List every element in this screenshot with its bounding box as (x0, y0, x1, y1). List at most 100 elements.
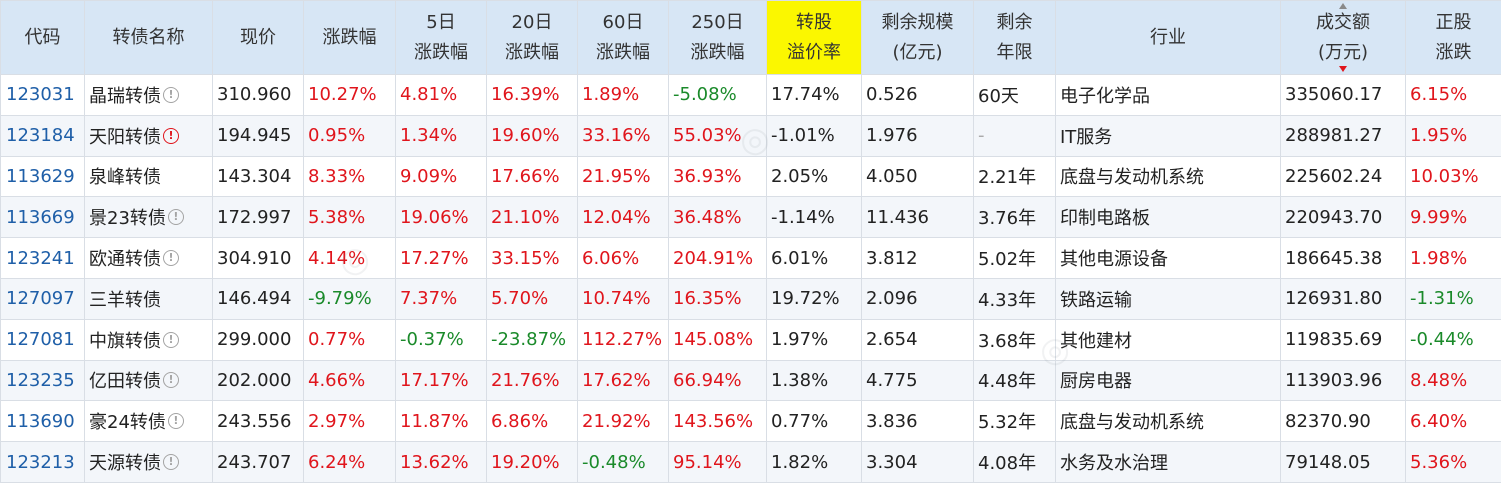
info-icon[interactable]: ! (163, 331, 179, 348)
price-cell: 304.910 (212, 237, 304, 279)
table-row[interactable]: 123235 亿田转债! 202.000 4.66% 17.17% 21.76% 17.62… (0, 359, 1501, 402)
name-cell: 天阳转债! (84, 114, 213, 157)
header-chg250[interactable]: 250日 涨跌幅 (668, 0, 767, 75)
header-chg[interactable]: 涨跌幅 (303, 0, 396, 75)
chg5-cell: 11.87% (395, 400, 487, 443)
header-stock-line1: 正股 (1435, 11, 1472, 33)
header-premium-line2: 溢价率 (787, 41, 841, 63)
header-scale[interactable]: 剩余规模 (亿元) (861, 0, 974, 75)
years-cell: 5.02年 (973, 237, 1056, 279)
amount-cell: 126931.80 (1280, 277, 1406, 320)
header-chg5[interactable]: 5日 涨跌幅 (395, 0, 487, 75)
info-icon[interactable]: ! (163, 454, 179, 471)
header-chg20-line1: 20日 (511, 11, 553, 33)
premium-cell: 0.77% (766, 400, 862, 443)
amount-cell: 119835.69 (1280, 318, 1406, 361)
table-row[interactable]: 113669 景23转债! 172.997 5.38% 19.06% 21.10% 12.0… (0, 196, 1501, 239)
premium-cell: 1.82% (766, 441, 862, 483)
header-years[interactable]: 剩余 年限 (973, 0, 1056, 75)
table-row[interactable]: 127097 三羊转债 146.494 -9.79% 7.37% 5.70% 10.74% 1… (0, 277, 1501, 320)
info-icon[interactable]: ! (163, 86, 179, 103)
chg5-cell: 7.37% (395, 277, 487, 320)
header-price[interactable]: 现价 (212, 0, 304, 75)
header-stock-line2: 涨跌 (1435, 41, 1472, 63)
stock-cell: -1.31% (1405, 277, 1501, 320)
header-premium[interactable]: 转股 溢价率 (766, 0, 862, 75)
table-row[interactable]: 127081 中旗转债! 299.000 0.77% -0.37% -23.87% 112.… (0, 318, 1501, 361)
code-cell[interactable]: 127097 (0, 277, 85, 320)
name-cell: 泉峰转债 (84, 155, 213, 198)
header-chg5-line1: 5日 (426, 11, 456, 33)
code-cell[interactable]: 113669 (0, 196, 85, 239)
scale-cell: 0.526 (861, 74, 974, 116)
code-cell[interactable]: 113690 (0, 400, 85, 443)
bond-name: 三羊转债 (89, 289, 161, 311)
industry-cell: 水务及水治理 (1055, 441, 1281, 483)
scale-cell: 2.096 (861, 277, 974, 320)
code-cell[interactable]: 123241 (0, 237, 85, 279)
amount-cell: 186645.38 (1280, 237, 1406, 279)
code-cell[interactable]: 123235 (0, 359, 85, 402)
chg60-cell: 33.16% (577, 114, 669, 157)
header-name[interactable]: 转债名称 (84, 0, 213, 75)
table-row[interactable]: 113629 泉峰转债 143.304 8.33% 9.09% 17.66% 21.95% 3… (0, 155, 1501, 198)
chg20-cell: 17.66% (486, 155, 578, 198)
scale-cell: 3.304 (861, 441, 974, 483)
chg20-cell: 21.10% (486, 196, 578, 239)
name-cell: 晶瑞转债! (84, 74, 213, 116)
info-icon[interactable]: ! (163, 372, 179, 389)
price-cell: 146.494 (212, 277, 304, 320)
header-amount[interactable]: 成交额 (万元) (1280, 0, 1406, 75)
amount-cell: 79148.05 (1280, 441, 1406, 483)
header-scale-line2: (亿元) (892, 41, 943, 63)
code-cell[interactable]: 123213 (0, 441, 85, 483)
header-chg20-line2: 涨跌幅 (505, 41, 559, 63)
header-chg60-line1: 60日 (602, 11, 644, 33)
table-row[interactable]: 123213 天源转债! 243.707 6.24% 13.62% 19.20% -0.48… (0, 441, 1501, 483)
info-icon[interactable]: ! (167, 413, 184, 430)
chg5-cell: 13.62% (395, 441, 487, 483)
code-cell[interactable]: 127081 (0, 318, 85, 361)
header-code[interactable]: 代码 (0, 0, 85, 75)
name-cell: 中旗转债! (84, 318, 213, 361)
industry-cell: 其他电源设备 (1055, 237, 1281, 279)
chg250-cell: 36.93% (668, 155, 767, 198)
amount-cell: 113903.96 (1280, 359, 1406, 402)
price-cell: 243.556 (212, 400, 304, 443)
price-cell: 172.997 (212, 196, 304, 239)
years-cell: 2.21年 (973, 155, 1056, 198)
premium-cell: 19.72% (766, 277, 862, 320)
stock-cell: 9.99% (1405, 196, 1501, 239)
code-cell[interactable]: 123031 (0, 74, 85, 116)
table-row[interactable]: 113690 豪24转债! 243.556 2.97% 11.87% 6.86% 21.92… (0, 400, 1501, 443)
chg-cell: 10.27% (303, 74, 396, 116)
code-cell[interactable]: 113629 (0, 155, 85, 198)
chg5-cell: 17.17% (395, 359, 487, 402)
bond-name: 天源转债 (89, 453, 161, 475)
header-stock[interactable]: 正股 涨跌 (1405, 0, 1501, 75)
name-cell: 欧通转债! (84, 237, 213, 279)
info-icon[interactable]: ! (167, 209, 184, 226)
info-icon[interactable]: ! (163, 250, 179, 267)
header-chg250-line2: 涨跌幅 (690, 41, 745, 63)
table-row[interactable]: 123031 晶瑞转债! 310.960 10.27% 4.81% 16.39% 1.89%… (0, 74, 1501, 116)
amount-cell: 82370.90 (1280, 400, 1406, 443)
header-chg-label: 涨跌幅 (322, 26, 377, 48)
table-row[interactable]: 123184 天阳转债! 194.945 0.95% 1.34% 19.60% 33.16%… (0, 114, 1501, 157)
warning-icon[interactable]: ! (163, 127, 179, 144)
years-cell: 5.32年 (973, 400, 1056, 443)
stock-cell: 5.36% (1405, 441, 1501, 483)
premium-cell: 1.38% (766, 359, 862, 402)
bond-name: 天阳转债 (89, 126, 161, 148)
code-cell[interactable]: 123184 (0, 114, 85, 157)
years-cell: 3.76年 (973, 196, 1056, 239)
chg-cell: 0.95% (303, 114, 396, 157)
sort-asc-icon[interactable] (1339, 3, 1347, 9)
header-chg60[interactable]: 60日 涨跌幅 (577, 0, 669, 75)
sort-desc-icon[interactable] (1339, 66, 1347, 72)
chg-cell: 2.97% (303, 400, 396, 443)
header-industry[interactable]: 行业 (1055, 0, 1281, 75)
header-chg20[interactable]: 20日涨跌幅 (486, 0, 578, 75)
header-years-line2: 年限 (996, 41, 1033, 63)
table-row[interactable]: 123241 欧通转债! 304.910 4.14% 17.27% 33.15% 6.06%… (0, 237, 1501, 279)
